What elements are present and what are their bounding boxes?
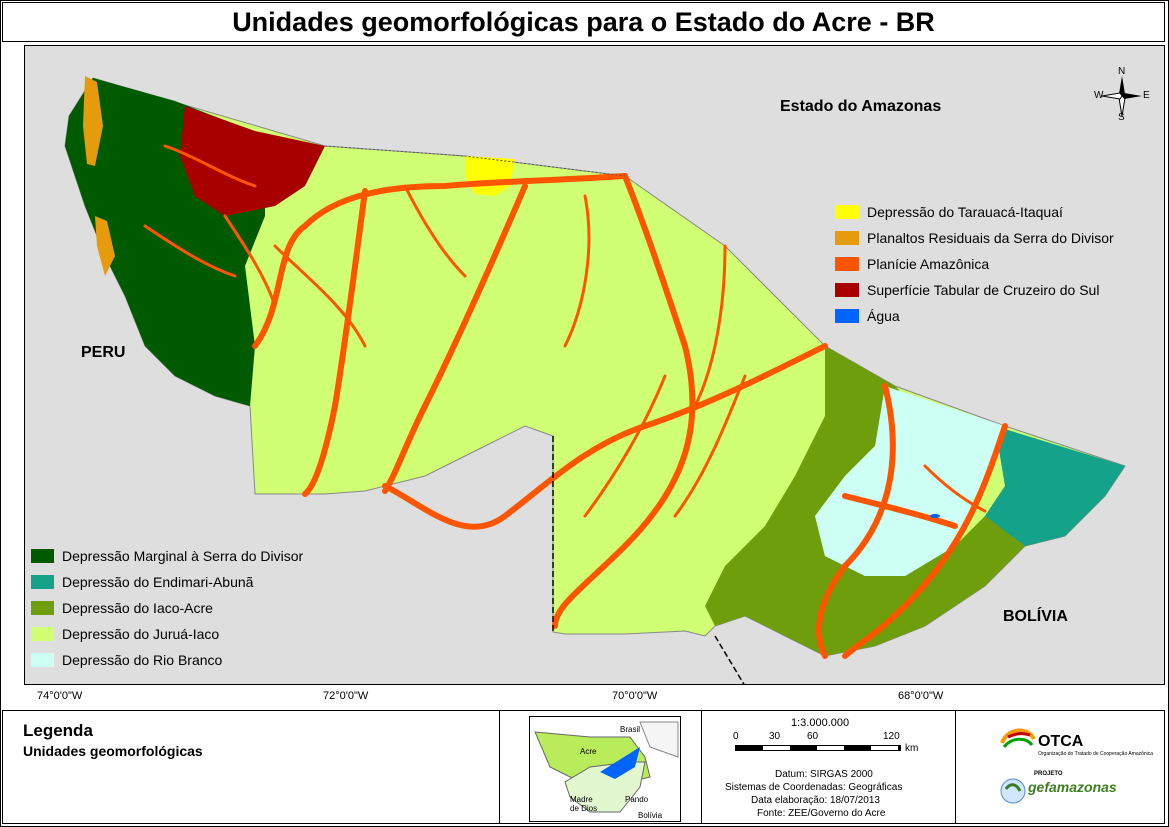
rivers-secondary	[143, 144, 987, 518]
lat-label: 8°0'0"S	[0, 185, 4, 222]
region-depressao-riobranco	[815, 386, 1005, 576]
scale-tick: 120	[883, 731, 900, 742]
scale-tick: 60	[807, 731, 819, 742]
legend-swatch	[835, 309, 859, 323]
label-peru: PERU	[81, 344, 126, 361]
legend-label: Depressão do Endimari-Abunã	[62, 574, 254, 590]
label-amazonas: Estado do Amazonas	[780, 98, 942, 115]
scale-ratio: 1:3.000.000	[791, 717, 850, 729]
compass-rose-icon: N S E W	[1092, 66, 1152, 124]
north-boundary	[324, 145, 626, 177]
legend-item: Depressão do Endimari-Abunã	[31, 569, 303, 595]
legend-label: Depressão Marginal à Serra do Divisor	[62, 548, 304, 564]
otca-name: OTCA	[1038, 733, 1084, 750]
legend-title: Legenda	[23, 721, 93, 740]
legend-item: Planaltos Residuais da Serra do Divisor	[835, 225, 1114, 251]
source-text: Fonte: ZEE/Governo do Acre	[757, 808, 886, 819]
scale-unit: km	[905, 743, 919, 754]
legend-item: Depressão do Rio Branco	[31, 647, 303, 673]
compass-e: E	[1143, 90, 1150, 101]
map-area: Estado do Amazonas PERU BOLÍVIA Depressã…	[24, 45, 1165, 685]
legend-swatch	[835, 231, 859, 245]
legend-subtitle: Unidades geomorfológicas	[23, 743, 203, 759]
region-depressao-iaco	[705, 346, 1085, 656]
divider	[955, 711, 956, 823]
water-body	[930, 514, 940, 518]
lon-label: 72°0'0"W	[323, 690, 369, 702]
gef-name: gefamazonas	[1028, 779, 1117, 795]
legend-item: Água	[835, 303, 1114, 329]
gef-logo: PROJETO gefamazonas	[998, 769, 1128, 815]
lat-label: 11°0'0"S	[0, 622, 4, 664]
coords-text: Sistemas de Coordenadas: Geográficas	[725, 782, 903, 793]
compass-n: N	[1118, 66, 1126, 77]
footer-panel: Legenda Unidades geomorfológicas Brasil …	[2, 710, 1165, 824]
gef-projeto: PROJETO	[1034, 771, 1063, 777]
scale-tick: 0	[733, 731, 739, 742]
legend-right: Depressão do Tarauacá-Itaquaí Planaltos …	[835, 199, 1114, 329]
datum-text: Datum: SIRGAS 2000	[775, 769, 873, 780]
legend-label: Água	[867, 308, 900, 324]
region-superficie-tabular	[180, 106, 325, 216]
inset-map: Brasil Acre Pando Madre de Dios Bolívia	[529, 716, 681, 822]
legend-label: Planaltos Residuais da Serra do Divisor	[867, 230, 1114, 246]
compass-graphic	[1101, 76, 1142, 117]
legend-label: Depressão do Tarauacá-Itaquaí	[867, 204, 1063, 220]
legend-item: Planície Amazônica	[835, 251, 1114, 277]
inset-pando: Pando	[625, 795, 649, 804]
legend-swatch	[31, 653, 54, 667]
otca-sub: Organização do Tratado de Cooperação Ama…	[1038, 751, 1154, 757]
divider	[499, 711, 500, 823]
lat-label: 9°0'0"S	[0, 333, 4, 370]
legend-swatch	[835, 283, 859, 297]
legend-item: Depressão do Tarauacá-Itaquaí	[835, 199, 1114, 225]
legend-label: Superfície Tabular de Cruzeiro do Sul	[867, 282, 1100, 298]
label-bolivia: BOLÍVIA	[1003, 608, 1068, 625]
map-canvas	[64, 76, 1126, 684]
lat-label: 10°0'0"S	[0, 473, 4, 516]
lon-label: 70°0'0"W	[612, 690, 658, 702]
legend-label: Depressão do Juruá-Iaco	[62, 626, 220, 642]
lat-label: 7°0'0"S	[0, 45, 4, 82]
compass-s: S	[1118, 112, 1125, 123]
legend-swatch	[31, 627, 54, 641]
inset-bolivia: Bolívia	[638, 811, 663, 820]
lon-label: 74°0'0"W	[37, 690, 83, 702]
gef-icon	[1000, 778, 1026, 804]
legend-swatch	[31, 575, 54, 589]
legend-swatch	[31, 549, 54, 563]
legend-item: Superfície Tabular de Cruzeiro do Sul	[835, 277, 1114, 303]
compass-w: W	[1094, 90, 1104, 101]
scale-tick: 30	[769, 731, 781, 742]
title-box: Unidades geomorfológicas para o Estado d…	[2, 2, 1165, 42]
legend-swatch	[835, 205, 859, 219]
legend-label: Depressão do Iaco-Acre	[62, 600, 213, 616]
scale-bar: 1:3.000.000 0 30 60 120 km	[733, 717, 933, 754]
inset-brasil: Brasil	[620, 725, 641, 734]
legend-item: Depressão do Iaco-Acre	[31, 595, 303, 621]
legend-label: Depressão do Rio Branco	[62, 652, 223, 668]
inset-madre: Madre de Dios	[570, 795, 598, 813]
legend-item: Depressão do Juruá-Iaco	[31, 621, 303, 647]
legend-swatch	[31, 601, 54, 615]
legend-swatch	[835, 257, 859, 271]
map-title: Unidades geomorfológicas para o Estado d…	[232, 6, 935, 37]
region-depressao-endimari	[985, 426, 1125, 546]
legend-label: Planície Amazônica	[867, 256, 990, 272]
legend-item: Depressão Marginal à Serra do Divisor	[31, 543, 303, 569]
scale-bar-graphic	[735, 745, 901, 751]
otca-logo: OTCA Organização do Tratado de Cooperaçã…	[998, 723, 1153, 759]
inset-graphic	[530, 717, 680, 821]
lon-label: 68°0'0"W	[898, 690, 944, 702]
inset-acre: Acre	[580, 747, 597, 756]
legend-left: Depressão Marginal à Serra do Divisor De…	[31, 543, 303, 673]
borders	[552, 436, 745, 684]
date-text: Data elaboração: 18/07/2013	[751, 795, 880, 806]
divider	[701, 711, 702, 823]
region-planaltos-residuais	[83, 76, 115, 276]
otca-icon	[1000, 728, 1036, 749]
